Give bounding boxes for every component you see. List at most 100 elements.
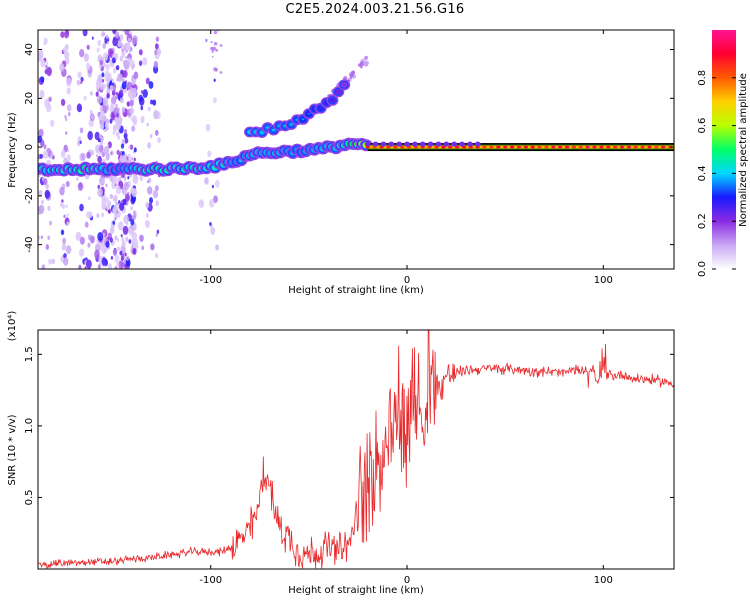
noise-blob: [125, 42, 131, 51]
noise-blob: [122, 225, 129, 235]
noise-blob: [97, 155, 102, 164]
noise-blob: [91, 36, 94, 40]
noise-blob: [209, 198, 215, 208]
noise-blob: [120, 253, 125, 259]
flat-band-halo: [419, 141, 426, 147]
noise-blob: [147, 106, 151, 112]
noise-blob: [105, 240, 110, 248]
noise-blob: [129, 144, 134, 150]
noise-blob: [121, 241, 125, 246]
flat-band-halo: [435, 141, 442, 147]
noise-blob: [87, 130, 93, 141]
noise-blob: [47, 235, 51, 240]
noise-blob: [215, 244, 220, 251]
flat-band-node: [592, 145, 597, 149]
noise-blob: [145, 202, 150, 209]
noise-blob: [204, 177, 209, 185]
flat-band-node: [654, 145, 659, 149]
noise-blob: [112, 248, 118, 256]
noise-blob: [125, 50, 128, 54]
noise-blob: [102, 52, 108, 61]
noise-blob: [132, 174, 139, 184]
noise-blob: [129, 107, 135, 115]
top-y-tick-label: 40: [24, 43, 35, 56]
top-x-axis-label: Height of straight line (km): [288, 285, 424, 296]
flat-band-halo: [396, 141, 403, 147]
noise-blob: [210, 41, 213, 44]
noise-blob: [152, 99, 157, 106]
noise-blob: [90, 149, 95, 156]
noise-blob: [76, 103, 83, 113]
noise-blob: [119, 56, 124, 62]
noise-blob: [113, 194, 118, 203]
noise-blob: [63, 46, 68, 54]
noise-blob: [86, 151, 91, 159]
noise-blob: [106, 87, 111, 95]
noise-blob: [133, 210, 136, 214]
branch-blob: [301, 118, 305, 121]
noise-blob: [116, 132, 120, 137]
noise-blob: [121, 51, 126, 58]
top-x-tick-label: -100: [199, 275, 222, 286]
noise-blob: [102, 43, 106, 49]
noise-blob: [138, 60, 143, 66]
noise-blob: [364, 55, 369, 60]
noise-blob: [66, 154, 71, 162]
flat-band-node: [454, 145, 460, 149]
noise-blob: [97, 188, 103, 198]
noise-blob: [112, 37, 118, 47]
noise-blob: [149, 197, 153, 204]
noise-blob: [66, 77, 72, 87]
noise-blob: [97, 184, 101, 190]
snr-line: [38, 330, 674, 569]
branch-blob: [336, 90, 340, 93]
noise-blob: [80, 80, 83, 85]
flat-band-halo: [459, 141, 465, 147]
noise-blob: [66, 213, 69, 217]
flat-band-halo: [372, 141, 379, 147]
noise-blob: [45, 183, 49, 190]
noise-blob: [126, 256, 129, 261]
noise-blob: [207, 150, 212, 158]
noise-blob: [138, 94, 143, 102]
noise-blob: [80, 152, 86, 161]
noise-blob: [114, 235, 118, 241]
noise-blob: [150, 243, 155, 251]
branch-blob: [342, 83, 346, 86]
top-y-tick-label: -20: [24, 188, 35, 204]
noise-blob: [99, 122, 105, 130]
noise-blob: [120, 245, 126, 254]
noise-blob: [198, 199, 204, 208]
noise-blob: [105, 34, 109, 39]
noise-blob: [145, 77, 150, 85]
bottom-y-tick-label: 1.0: [24, 418, 35, 434]
flat-band-node: [557, 145, 563, 149]
flat-band-node: [633, 145, 638, 149]
noise-blob: [125, 193, 130, 202]
noise-blob: [125, 55, 128, 60]
noise-blob: [115, 92, 118, 96]
noise-blob: [140, 105, 144, 111]
flat-band-halo: [364, 141, 371, 147]
colorbar-tick-label: 0.2: [697, 213, 708, 229]
noise-blob: [120, 37, 123, 42]
noise-blob: [132, 117, 138, 126]
noise-blob: [211, 184, 214, 189]
bottom-y-multiplier: (x10⁴): [7, 311, 18, 342]
flat-band-halo: [388, 141, 395, 147]
noise-blob: [38, 204, 45, 214]
noise-blob: [109, 118, 113, 124]
noise-blob: [60, 201, 64, 208]
noise-blob: [210, 46, 214, 51]
flat-band-node: [661, 145, 666, 149]
noise-blob: [134, 213, 137, 218]
flat-band-node: [612, 145, 618, 149]
flat-band-node: [551, 145, 556, 149]
noise-blob: [101, 212, 105, 218]
noise-blob: [120, 234, 123, 238]
bottom-x-tick-label: 100: [594, 575, 613, 586]
noise-blob: [65, 180, 70, 188]
noise-blob: [94, 249, 100, 259]
noise-blob: [123, 189, 126, 193]
noise-blob: [133, 238, 139, 247]
